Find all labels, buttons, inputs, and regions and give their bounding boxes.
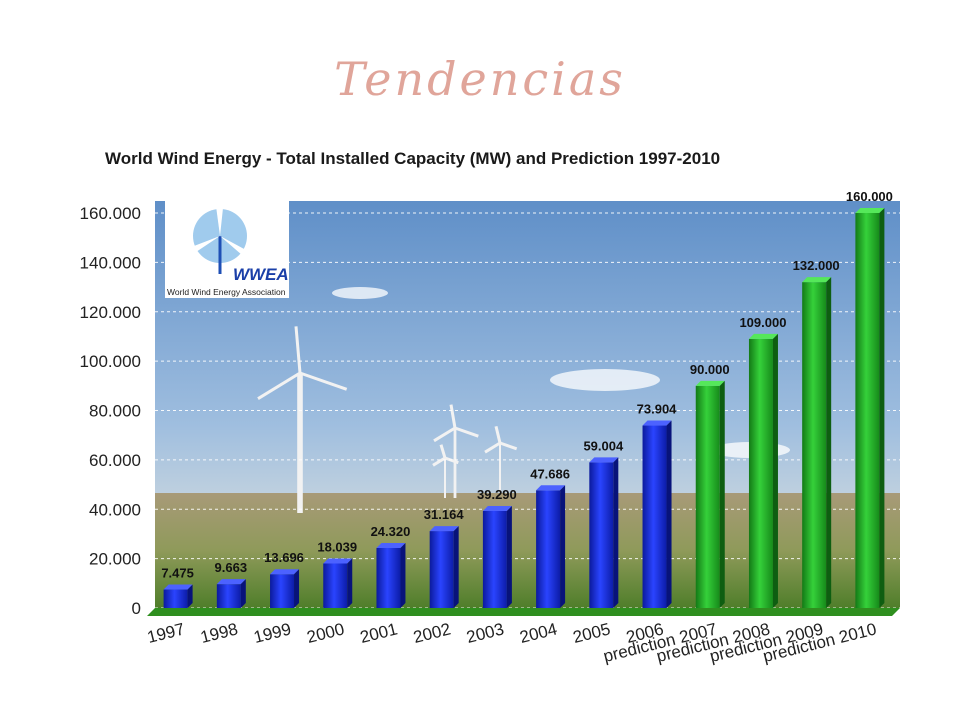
bar-actual — [429, 526, 459, 608]
bar-actual — [589, 457, 619, 608]
bar-actual — [482, 506, 512, 608]
bar-actual — [642, 420, 672, 608]
y-tick-label: 0 — [132, 599, 141, 618]
x-tick-label: 2005 — [571, 619, 612, 647]
chart-floor — [147, 608, 900, 616]
bar-actual — [536, 485, 566, 608]
data-label: 160.000 — [846, 189, 893, 204]
data-label: 13.696 — [264, 550, 304, 565]
logo-name: WWEA — [233, 265, 289, 284]
chart-container: World Wind Energy - Total Installed Capa… — [60, 138, 920, 698]
data-label: 31.164 — [424, 507, 465, 522]
logo-subtitle: World Wind Energy Association — [167, 287, 286, 297]
y-tick-label: 40.000 — [89, 500, 141, 519]
x-tick-label: 2000 — [305, 619, 346, 647]
y-tick-label: 140.000 — [80, 253, 141, 272]
bar-actual — [376, 542, 406, 608]
y-tick-label: 80.000 — [89, 402, 141, 421]
data-label: 7.475 — [161, 566, 194, 581]
x-tick-label: 2003 — [465, 619, 506, 647]
bars — [163, 208, 885, 608]
data-label: 90.000 — [690, 362, 730, 377]
bar-actual — [323, 558, 353, 608]
y-tick-label: 160.000 — [80, 204, 141, 223]
y-tick-label: 120.000 — [80, 303, 141, 322]
data-label: 9.663 — [215, 560, 248, 575]
x-tick-label: 2002 — [411, 619, 452, 647]
x-tick-label: 2001 — [358, 619, 399, 647]
bar-prediction — [748, 333, 778, 608]
bar-actual — [163, 584, 193, 608]
slide-title: Tendencias — [334, 52, 626, 106]
data-label: 39.290 — [477, 487, 517, 502]
y-tick-label: 60.000 — [89, 451, 141, 470]
x-tick-label: 2004 — [518, 619, 559, 647]
data-label: 109.000 — [739, 315, 786, 330]
data-label: 24.320 — [371, 524, 411, 539]
bar-chart: World Wind Energy - Total Installed Capa… — [80, 149, 900, 666]
y-axis: 0 20.000 40.000 60.000 80.000 100.000 120.000 1… — [80, 204, 141, 618]
bar-prediction — [802, 277, 832, 608]
wwea-logo: WWEA World Wind Energy Association — [165, 200, 289, 298]
x-tick-label: 1999 — [252, 619, 293, 647]
y-tick-label: 100.000 — [80, 352, 141, 371]
data-label: 59.004 — [583, 438, 624, 453]
bar-prediction — [695, 380, 725, 608]
data-label: 132.000 — [793, 258, 840, 273]
data-label: 18.039 — [317, 539, 357, 554]
data-label: 47.686 — [530, 466, 570, 481]
chart-title: World Wind Energy - Total Installed Capa… — [105, 149, 720, 168]
bar-prediction — [855, 208, 885, 608]
y-tick-label: 20.000 — [89, 550, 141, 569]
data-label: 73.904 — [637, 402, 678, 417]
data-labels: 7.475 9.663 13.696 18.039 24.320 31.164 39.290… — [161, 189, 893, 581]
bar-actual — [270, 569, 300, 608]
x-tick-label: 1997 — [145, 619, 186, 647]
bar-actual — [216, 579, 246, 608]
x-axis: 1997 1998 1999 2000 2001 2002 2003 2004 2005 2006… — [145, 619, 878, 666]
wind-turbine-icon — [193, 206, 247, 274]
x-tick-label: 1998 — [198, 619, 239, 647]
